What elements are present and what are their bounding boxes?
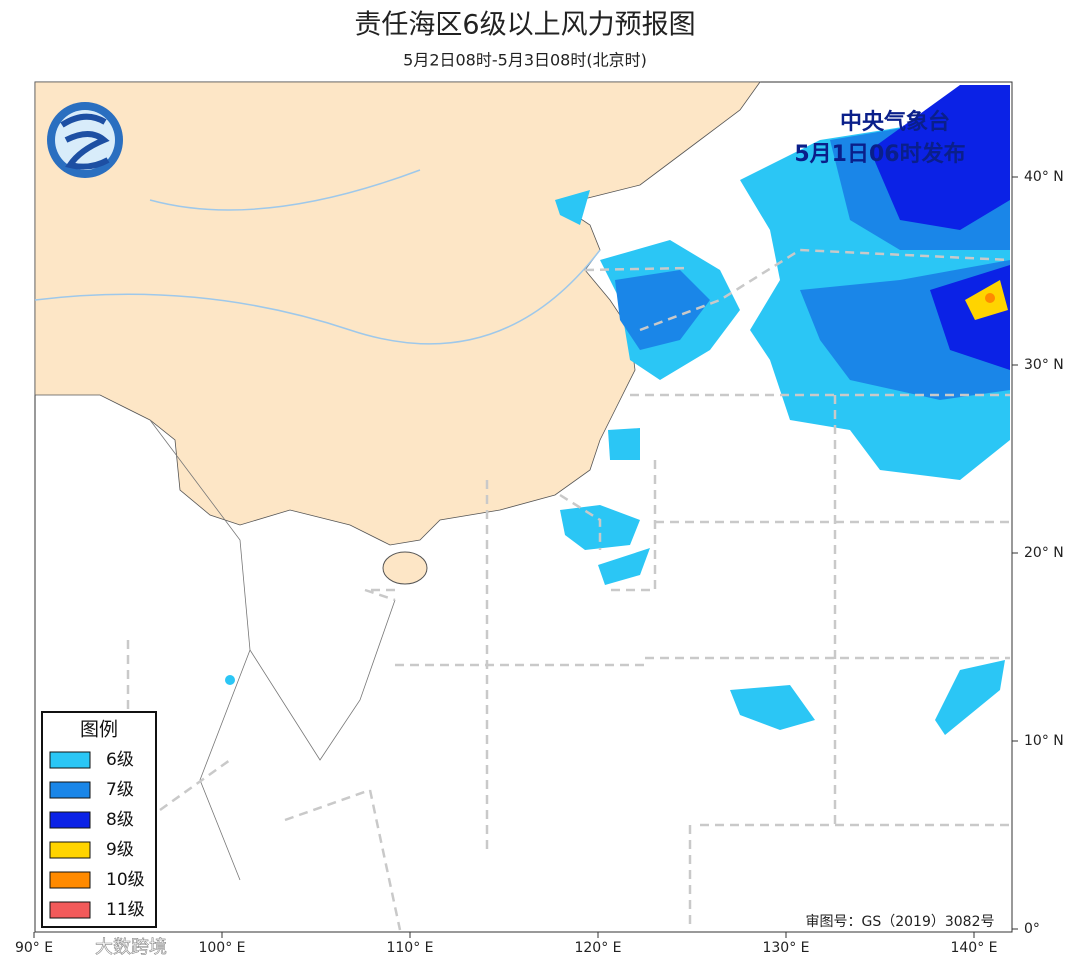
legend-label: 9级 — [106, 840, 134, 860]
rivers — [34, 169, 601, 345]
legend-label: 11级 — [106, 900, 145, 920]
lon-tick-label: 120° E — [574, 940, 621, 956]
map: 中央气象台 5月1日06时发布 审图号：GS（2019）3082号 — [34, 81, 1013, 933]
lat-tick-label: 10° N — [1024, 733, 1064, 749]
issuer-name: 中央气象台 — [840, 109, 950, 135]
lat-tick-label: 20° N — [1024, 545, 1064, 561]
legend-swatch — [49, 871, 91, 889]
lat-tick-label: 30° N — [1024, 357, 1064, 373]
legend-label: 7级 — [106, 780, 134, 800]
logo — [47, 102, 123, 178]
legend-swatch — [49, 901, 91, 919]
lon-tick-label: 100° E — [198, 940, 245, 956]
legend-swatch — [49, 811, 91, 829]
wind-10 — [985, 293, 995, 303]
legend-swatch — [49, 841, 91, 859]
lon-tick-label: 110° E — [386, 940, 433, 956]
legend-swatch — [49, 781, 91, 799]
hainan — [382, 551, 428, 585]
approval: 审图号：GS（2019）3082号 — [806, 914, 995, 930]
legend-label: 8级 — [106, 810, 134, 830]
legend-title: 图例 — [80, 719, 118, 741]
subtitle: 5月2日08时-5月3日08时(北京时) — [403, 51, 647, 70]
legend-label: 6级 — [106, 750, 134, 770]
lon-tick-label: 140° E — [950, 940, 997, 956]
watermark: 大数跨境 — [95, 937, 167, 958]
axes: 40° N 30° N 20° N 10° N 0° 90° E 100° E 110° E 1… — [15, 169, 1064, 956]
lat-tick-label: 0° — [1024, 921, 1040, 937]
title: 责任海区6级以上风力预报图 — [354, 10, 695, 41]
issuer-time: 5月1日06时发布 — [794, 141, 965, 167]
lon-tick-label: 130° E — [762, 940, 809, 956]
zone-lines — [126, 248, 1011, 931]
legend: 图例 6级 7级 8级 9级 10级 11级 — [41, 711, 157, 928]
lon-tick-label: 90° E — [15, 940, 53, 956]
lat-tick-label: 40° N — [1024, 169, 1064, 185]
legend-label: 10级 — [106, 870, 145, 890]
legend-swatch — [49, 751, 91, 769]
